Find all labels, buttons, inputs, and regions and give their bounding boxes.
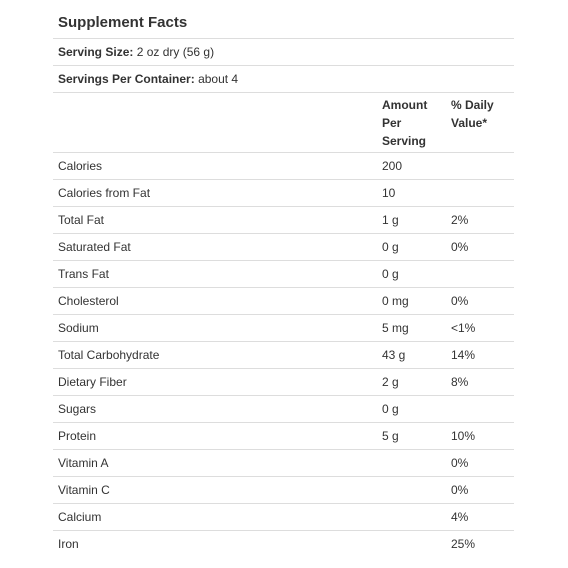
nutrient-name: Saturated Fat <box>58 240 131 254</box>
table-row: Vitamin A 0% <box>53 450 514 477</box>
nutrient-amount: 10 <box>382 186 396 200</box>
table-row: Cholesterol 0 mg 0% <box>53 288 514 315</box>
table-row: Sugars 0 g <box>53 396 514 423</box>
nutrient-amount: 0 g <box>382 240 399 254</box>
nutrient-daily-value: 10% <box>451 429 476 443</box>
table-row: Calcium 4% <box>53 504 514 531</box>
serving-size-row: Serving Size: 2 oz dry (56 g) <box>53 39 514 66</box>
table-row: Iron 25% <box>53 531 514 553</box>
nutrient-daily-value: 0% <box>451 483 469 497</box>
serving-size-label: Serving Size: <box>58 45 134 59</box>
table-row: Saturated Fat 0 g 0% <box>53 234 514 261</box>
nutrient-amount: 5 mg <box>382 321 409 335</box>
table-row: Calories from Fat 10 <box>53 180 514 207</box>
daily-value-header-line: % Daily <box>451 98 494 112</box>
amount-per-serving-header: Amount Per Serving <box>377 93 446 152</box>
amount-header-line: Serving <box>382 134 427 148</box>
nutrient-name: Dietary Fiber <box>58 375 127 389</box>
nutrient-amount: 200 <box>382 159 403 173</box>
nutrient-name: Calories <box>58 159 103 173</box>
table-header-row: Amount Per Serving % Daily Value* <box>53 93 514 153</box>
nutrient-rows: Calories 200 Calories from Fat 10 Total Fat 1… <box>53 153 514 553</box>
nutrient-daily-value: 2% <box>451 213 469 227</box>
amount-header-line: Per <box>382 116 402 130</box>
nutrient-amount: 2 g <box>382 375 399 389</box>
header-name-spacer <box>53 93 377 152</box>
table-row: Trans Fat 0 g <box>53 261 514 288</box>
nutrient-daily-value: 14% <box>451 348 476 362</box>
daily-value-header-line: Value* <box>451 116 488 130</box>
table-row: Dietary Fiber 2 g 8% <box>53 369 514 396</box>
nutrient-amount: 43 g <box>382 348 406 362</box>
panel-title: Supplement Facts <box>53 8 514 39</box>
servings-per-container-label: Servings Per Container: <box>58 72 195 86</box>
nutrient-name: Sugars <box>58 402 97 416</box>
nutrient-amount: 1 g <box>382 213 399 227</box>
nutrient-amount <box>377 531 446 553</box>
nutrient-name: Trans Fat <box>58 267 109 281</box>
table-row: Calories 200 <box>53 153 514 180</box>
nutrient-amount: 5 g <box>382 429 399 443</box>
nutrient-name: Calcium <box>58 510 102 524</box>
nutrient-amount: 0 mg <box>382 294 409 308</box>
nutrient-name: Vitamin A <box>58 456 109 470</box>
supplement-facts-panel: Supplement Facts Serving Size: 2 oz dry … <box>53 8 514 553</box>
nutrient-daily-value: <1% <box>451 321 476 335</box>
table-row: Total Fat 1 g 2% <box>53 207 514 234</box>
amount-header-line: Amount <box>382 98 428 112</box>
nutrient-daily-value: 25% <box>451 537 476 551</box>
table-row: Total Carbohydrate 43 g 14% <box>53 342 514 369</box>
nutrient-daily-value: 4% <box>451 510 469 524</box>
nutrient-daily-value: 0% <box>451 456 469 470</box>
serving-size-value: 2 oz dry (56 g) <box>136 45 215 59</box>
nutrient-name: Total Carbohydrate <box>58 348 160 362</box>
nutrient-name: Iron <box>58 537 79 551</box>
nutrient-name: Protein <box>58 429 97 443</box>
table-row: Protein 5 g 10% <box>53 423 514 450</box>
nutrient-daily-value <box>446 261 514 287</box>
nutrient-amount <box>377 504 446 530</box>
nutrient-amount <box>377 450 446 476</box>
servings-per-container-row: Servings Per Container: about 4 <box>53 66 514 93</box>
table-row: Sodium 5 mg <1% <box>53 315 514 342</box>
nutrient-name: Sodium <box>58 321 99 335</box>
nutrient-name: Vitamin C <box>58 483 110 497</box>
nutrient-daily-value: 0% <box>451 294 469 308</box>
servings-per-container-value: about 4 <box>198 72 239 86</box>
nutrient-name: Calories from Fat <box>58 186 151 200</box>
table-row: Vitamin C 0% <box>53 477 514 504</box>
nutrient-daily-value: 0% <box>451 240 469 254</box>
daily-value-header: % Daily Value* <box>446 93 514 152</box>
nutrient-daily-value: 8% <box>451 375 469 389</box>
nutrient-amount <box>377 477 446 503</box>
nutrient-daily-value <box>446 153 514 179</box>
nutrient-amount: 0 g <box>382 267 399 281</box>
nutrient-daily-value <box>446 180 514 206</box>
nutrient-daily-value <box>446 396 514 422</box>
nutrient-amount: 0 g <box>382 402 399 416</box>
nutrient-name: Total Fat <box>58 213 105 227</box>
nutrient-name: Cholesterol <box>58 294 119 308</box>
